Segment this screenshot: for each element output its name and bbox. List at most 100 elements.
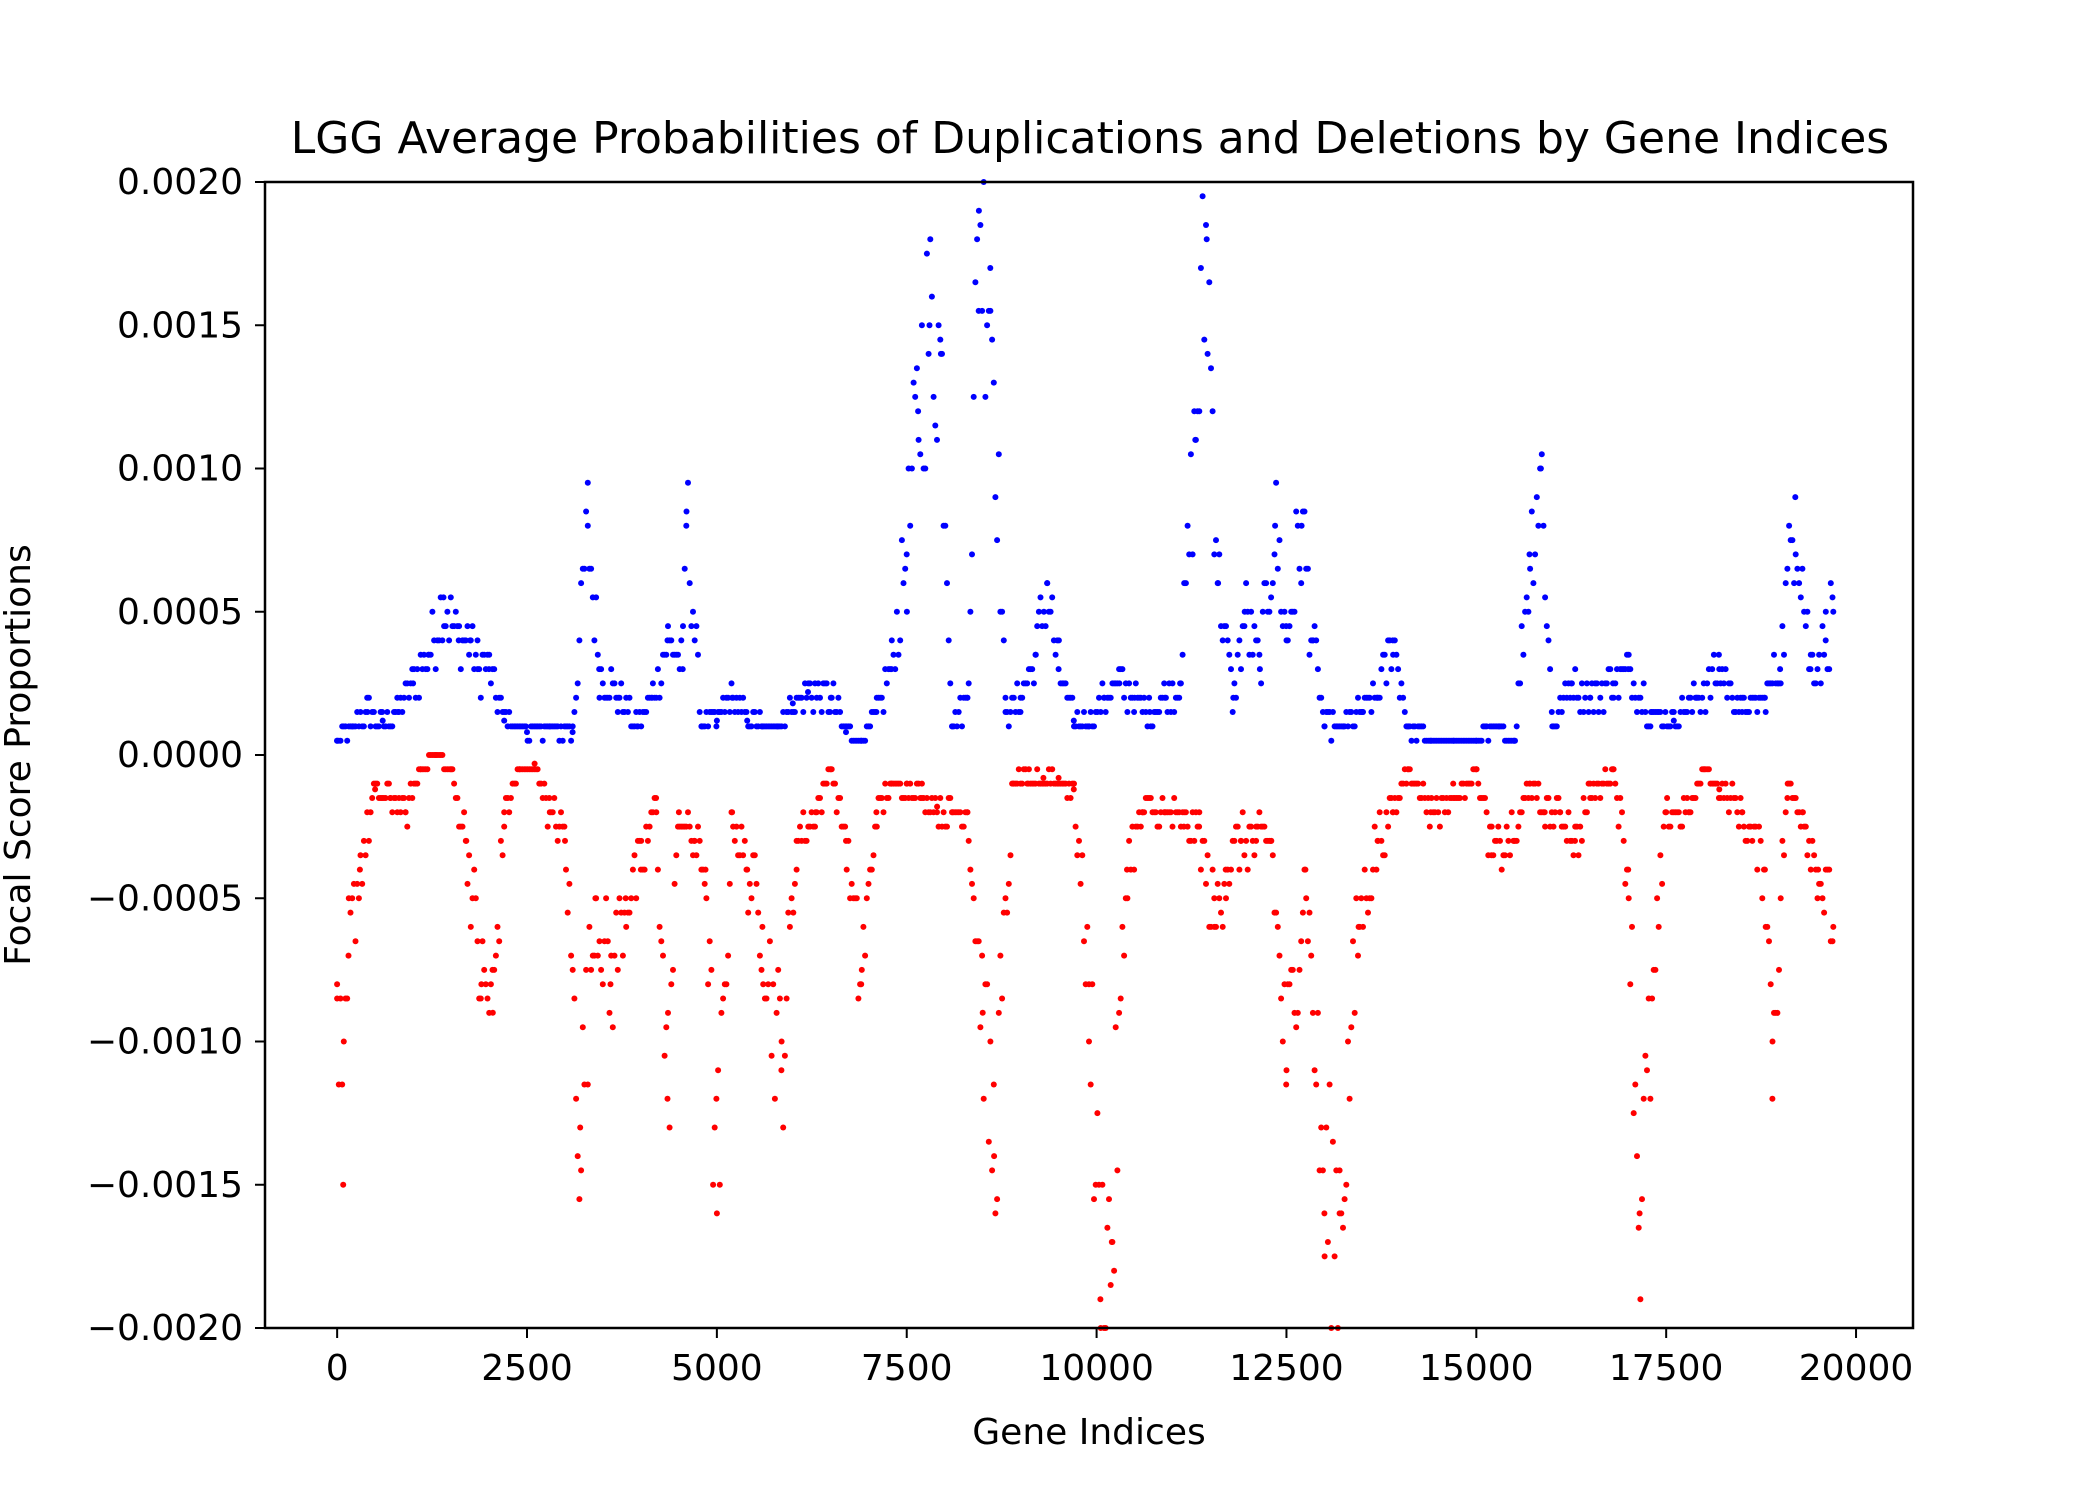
data-point — [678, 637, 685, 644]
data-point — [656, 694, 663, 701]
data-point — [349, 723, 356, 730]
x-axis-label: Gene Indices — [972, 1412, 1205, 1453]
data-point — [1802, 623, 1809, 630]
data-point — [1652, 966, 1659, 973]
data-point — [1610, 680, 1616, 687]
data-point — [561, 823, 568, 830]
data-point — [1124, 895, 1131, 902]
data-point — [949, 723, 956, 730]
data-point — [603, 895, 610, 902]
data-point — [1496, 723, 1503, 730]
data-point — [494, 923, 501, 930]
data-point — [970, 393, 977, 400]
data-point — [474, 666, 481, 673]
data-point — [885, 795, 892, 801]
data-point — [1734, 809, 1741, 816]
x-tick-label: 15000 — [1419, 1348, 1534, 1389]
data-point — [362, 852, 369, 859]
data-point — [1632, 1081, 1639, 1088]
data-point — [574, 680, 581, 687]
data-point — [957, 809, 964, 816]
data-point — [679, 666, 686, 673]
data-point — [1374, 694, 1381, 701]
data-point — [638, 837, 645, 844]
data-point — [812, 809, 819, 816]
data-point — [1234, 823, 1241, 830]
data-point — [1132, 680, 1139, 687]
data-point — [569, 729, 576, 736]
data-point — [591, 637, 598, 644]
data-point — [569, 723, 576, 730]
data-point — [1779, 623, 1786, 630]
data-point — [1495, 823, 1502, 830]
data-point — [1740, 823, 1747, 830]
data-point — [1226, 651, 1233, 658]
data-point — [1527, 565, 1534, 572]
data-point — [516, 766, 523, 773]
data-point — [399, 709, 406, 715]
data-point — [1345, 1038, 1351, 1045]
data-point — [1445, 809, 1452, 816]
data-point — [1610, 694, 1617, 701]
data-point — [1729, 694, 1736, 701]
data-point — [1725, 809, 1732, 816]
data-point — [1542, 823, 1549, 830]
data-point — [955, 709, 962, 715]
data-point — [649, 694, 656, 701]
data-point — [1087, 1081, 1094, 1088]
data-point — [1099, 1181, 1106, 1188]
data-point — [1102, 709, 1109, 715]
data-point — [1087, 709, 1094, 715]
data-point — [800, 809, 807, 816]
data-point — [646, 823, 653, 830]
data-point — [1600, 709, 1607, 715]
data-point — [926, 322, 933, 329]
data-point — [571, 709, 578, 715]
data-point — [1450, 780, 1457, 787]
data-point — [765, 981, 772, 988]
data-point — [1167, 809, 1174, 816]
data-point — [1535, 780, 1542, 787]
data-point — [947, 680, 954, 687]
data-point — [1587, 795, 1594, 801]
data-point — [497, 694, 504, 701]
data-point — [827, 709, 833, 715]
data-point — [1807, 866, 1814, 873]
data-point — [741, 837, 748, 844]
data-point — [615, 694, 622, 701]
data-point — [451, 780, 458, 787]
data-point — [1055, 774, 1062, 781]
data-point — [352, 938, 359, 945]
data-point — [1351, 1009, 1358, 1016]
data-point — [1383, 680, 1390, 687]
data-point — [401, 694, 407, 701]
data-point — [818, 709, 825, 715]
data-point — [1203, 222, 1209, 228]
data-point — [903, 551, 910, 558]
data-point — [611, 680, 618, 687]
data-point — [673, 852, 680, 859]
data-point — [334, 981, 341, 988]
data-point — [1203, 236, 1210, 243]
data-point — [432, 666, 439, 673]
data-point — [1283, 637, 1290, 644]
data-point — [1456, 795, 1463, 801]
data-point — [455, 637, 462, 644]
data-point — [848, 880, 855, 887]
data-point — [365, 837, 372, 844]
data-point — [932, 422, 939, 429]
data-point — [1615, 694, 1622, 701]
data-point — [599, 981, 606, 988]
data-point — [1215, 580, 1222, 587]
data-point — [947, 795, 954, 801]
data-point — [665, 1009, 671, 1016]
data-point — [356, 866, 363, 873]
data-point — [1511, 737, 1518, 744]
data-point — [928, 293, 935, 300]
data-point — [1537, 465, 1544, 472]
data-point — [1302, 866, 1309, 873]
data-point — [573, 694, 580, 701]
data-point — [713, 1095, 720, 1102]
data-point — [1737, 795, 1744, 801]
data-point — [1345, 723, 1351, 730]
